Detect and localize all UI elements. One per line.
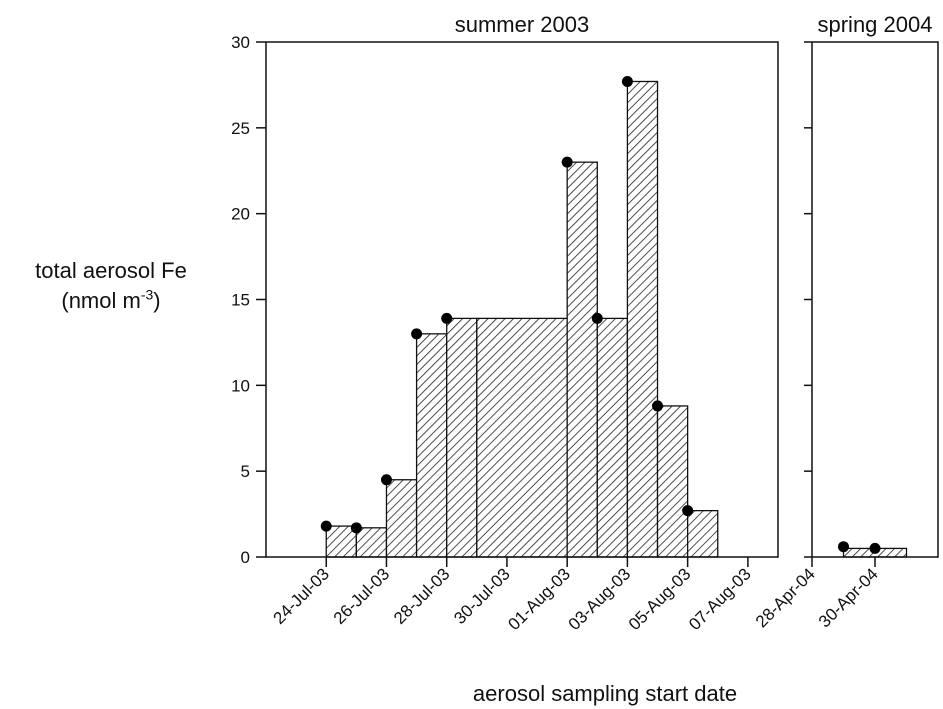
y-axis: 0 5 10 15 20 25 30 [231,33,266,567]
marker-1-1 [869,542,881,554]
bar-0-10 [686,509,719,558]
y-tick-label-2: 10 [231,376,250,395]
marker-group-summer [320,75,694,534]
bar-0-3 [415,333,448,558]
bar-0-2 [385,479,418,558]
marker-0-3 [411,328,423,340]
x-axis-summer: 24-Jul-0326-Jul-0328-Jul-0330-Jul-0301-A… [270,557,755,634]
marker-0-6 [591,312,603,324]
y-tick-label-0: 0 [241,548,250,567]
marker-0-4 [441,312,453,324]
bar-0-9 [656,405,689,558]
marker-0-5 [561,156,573,168]
plot-frame-spring [811,41,939,558]
y-axis-spring [804,41,812,558]
marker-0-0 [320,520,332,532]
y-axis-unit-suffix: ) [153,288,161,313]
marker-group-spring [838,541,881,554]
y-tick-label-6: 30 [231,33,250,52]
bar-0-0 [325,525,358,558]
marker-0-1 [350,522,362,534]
x-tick-label-0-3: 30-Jul-03 [450,564,514,628]
bar-0-5 [476,317,568,558]
marker-0-9 [682,505,694,517]
x-tick-label-0-1: 26-Jul-03 [330,564,394,628]
y-axis-label-text: total aerosol Fe [35,258,187,283]
x-tick-label-0-2: 28-Jul-03 [390,564,454,628]
x-tick-label-0-5: 03-Aug-03 [565,564,635,634]
y-axis-unit-exponent: -3 [140,286,154,303]
x-tick-label-1-0: 28-Apr-04 [752,564,819,631]
panel-title-summer: summer 2003 [455,12,590,37]
marker-0-2 [380,474,392,486]
y-axis-label-unit: (nmol m-3) [0,286,222,316]
y-tick-label-1: 5 [241,462,250,481]
marker-1-0 [838,541,849,553]
bar-group-summer [325,80,719,558]
y-axis-unit-prefix: (nmol m [61,288,141,313]
x-tick-label-0-0: 24-Jul-03 [270,564,334,628]
y-tick-label-4: 20 [231,205,250,224]
bar-0-7 [596,317,629,558]
y-axis-label: total aerosol Fe (nmol m-3) [0,256,222,316]
x-tick-label-0-7: 07-Aug-03 [685,564,755,634]
panel-title-spring: spring 2004 [818,12,933,37]
panel-summer: summer 2003 0 5 10 15 20 25 30 24-Jul-0326-Jul… [231,12,779,634]
marker-0-7 [621,75,633,87]
x-tick-label-1-1: 30-Apr-04 [815,564,882,631]
bar-0-6 [566,161,598,558]
x-axis-label: aerosol sampling start date [473,681,737,706]
bar-0-1 [355,527,388,558]
x-tick-label-0-4: 01-Aug-03 [504,564,574,634]
marker-0-8 [652,400,664,412]
y-tick-label-3: 15 [231,291,250,310]
bar-0-4 [446,317,478,558]
y-tick-label-5: 25 [231,119,250,138]
x-tick-label-0-6: 05-Aug-03 [625,564,695,634]
bar-0-8 [626,80,659,558]
